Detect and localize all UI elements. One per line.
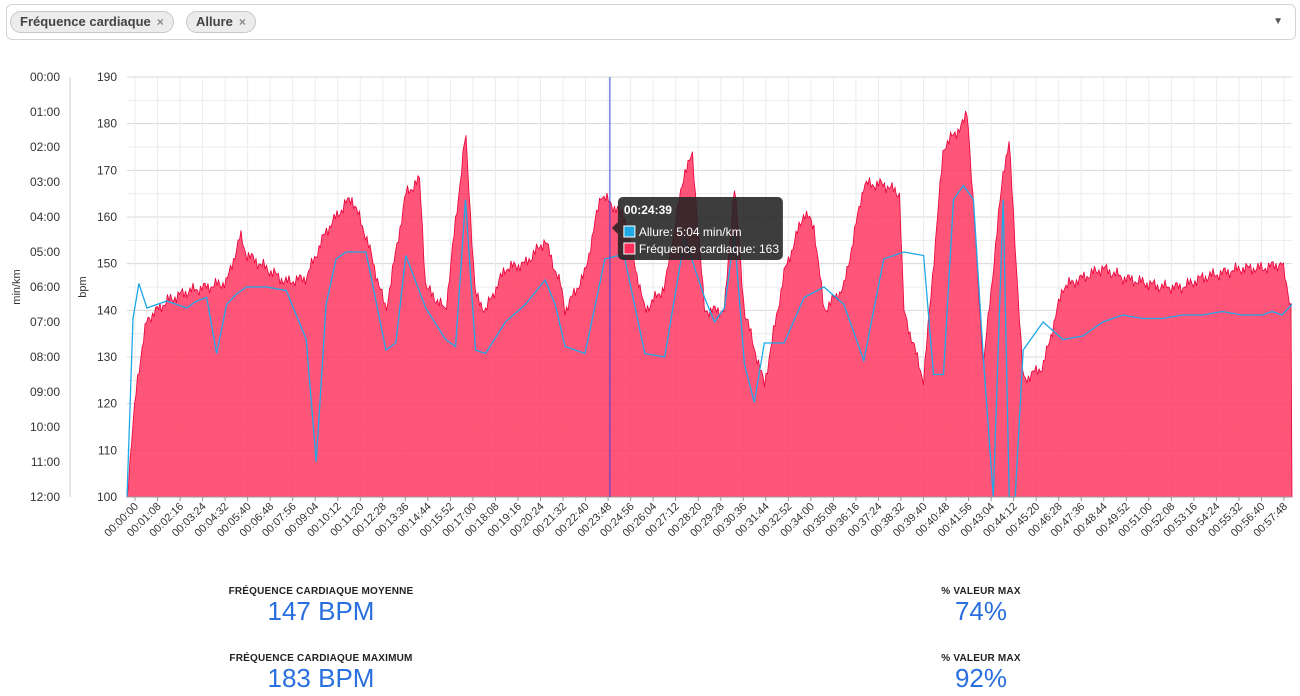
bpm-tick-label: 140 bbox=[97, 303, 117, 317]
pace-tick-label: 06:00 bbox=[30, 280, 60, 294]
heart-rate-pace-chart[interactable]: 00:00 01:00 02:00 03:00 04:00 05:00 06:00 07:00… bbox=[0, 60, 1300, 560]
bpm-tick-label: 180 bbox=[97, 117, 117, 131]
stat-value: 183 BPM bbox=[267, 663, 375, 693]
pace-tick-label: 04:00 bbox=[30, 210, 60, 224]
tooltip-row: Fréquence cardiaque: 163 bbox=[639, 242, 779, 256]
tooltip-swatch bbox=[623, 225, 636, 238]
bpm-tick-label: 110 bbox=[98, 443, 117, 457]
stat-max-hr: FRÉQUENCE CARDIAQUE MAXIMUM 183 BPM bbox=[171, 653, 471, 692]
pace-tick-label: 07:00 bbox=[30, 315, 60, 329]
tooltip-pointer bbox=[611, 222, 618, 234]
pace-tick-label: 05:00 bbox=[30, 245, 60, 259]
bpm-tick-label: 190 bbox=[97, 70, 117, 84]
pace-axis: 00:00 01:00 02:00 03:00 04:00 05:00 06:00 07:00… bbox=[11, 70, 71, 504]
pace-tick-label: 08:00 bbox=[30, 350, 60, 364]
pace-tick-label: 12:00 bbox=[30, 490, 60, 504]
chart-tooltip: 00:24:39 Allure: 5:04 min/km Fréquence car… bbox=[611, 197, 783, 260]
tag-label: Allure bbox=[196, 14, 233, 29]
bpm-tick-label: 100 bbox=[97, 490, 117, 504]
remove-tag-icon[interactable]: × bbox=[238, 15, 246, 29]
bpm-axis-label: bpm bbox=[77, 276, 89, 297]
time-axis: 00:00:0000:01:0800:02:1600:03:2400:04:32… bbox=[102, 496, 1292, 539]
stat-max-pct: % VALEUR MAX 92% bbox=[831, 653, 1131, 692]
pace-tick-label: 10:00 bbox=[30, 420, 60, 434]
bpm-tick-label: 170 bbox=[97, 163, 117, 177]
tag-frequence-cardiaque: Fréquence cardiaque × bbox=[10, 11, 174, 33]
stat-label: % VALEUR MAX bbox=[941, 653, 1021, 664]
pace-tick-label: 02:00 bbox=[30, 140, 60, 154]
bpm-tick-label: 120 bbox=[97, 397, 117, 411]
stat-value: 74% bbox=[954, 596, 1008, 626]
stat-value: 92% bbox=[954, 663, 1008, 693]
tooltip-box bbox=[617, 197, 783, 260]
pace-tick-label: 09:00 bbox=[30, 385, 60, 399]
stat-label: FRÉQUENCE CARDIAQUE MAXIMUM bbox=[229, 653, 413, 664]
bpm-tick-label: 130 bbox=[97, 350, 117, 364]
tooltip-time: 00:24:39 bbox=[624, 203, 672, 217]
pace-tick-label: 00:00 bbox=[30, 70, 60, 84]
tag-allure: Allure × bbox=[186, 11, 256, 33]
tooltip-swatch bbox=[623, 242, 636, 255]
series-filter-select[interactable]: Fréquence cardiaque × Allure × ▼ bbox=[6, 4, 1296, 40]
heart-rate-series bbox=[126, 110, 1293, 498]
pace-tick-label: 03:00 bbox=[30, 175, 60, 189]
bpm-axis: 190 180 170 160 150 140 130 120 110 100 bpm bbox=[77, 70, 117, 504]
stat-value: 147 BPM bbox=[267, 596, 375, 626]
heart-rate-area bbox=[126, 110, 1293, 498]
tag-label: Fréquence cardiaque bbox=[20, 14, 151, 29]
caret-down-icon[interactable]: ▼ bbox=[1273, 16, 1283, 27]
stat-avg-hr: FRÉQUENCE CARDIAQUE MOYENNE 147 BPM bbox=[171, 586, 471, 625]
bpm-tick-label: 160 bbox=[97, 210, 117, 224]
pace-axis-label: min/km bbox=[11, 269, 23, 304]
stat-avg-pct: % VALEUR MAX 74% bbox=[831, 586, 1131, 625]
pace-tick-label: 11:00 bbox=[31, 455, 60, 469]
pace-tick-label: 01:00 bbox=[30, 105, 60, 119]
stat-label: FRÉQUENCE CARDIAQUE MOYENNE bbox=[228, 586, 414, 597]
tooltip-row: Allure: 5:04 min/km bbox=[639, 225, 742, 239]
remove-tag-icon[interactable]: × bbox=[156, 15, 164, 29]
stat-label: % VALEUR MAX bbox=[941, 586, 1021, 597]
bpm-tick-label: 150 bbox=[97, 257, 117, 271]
